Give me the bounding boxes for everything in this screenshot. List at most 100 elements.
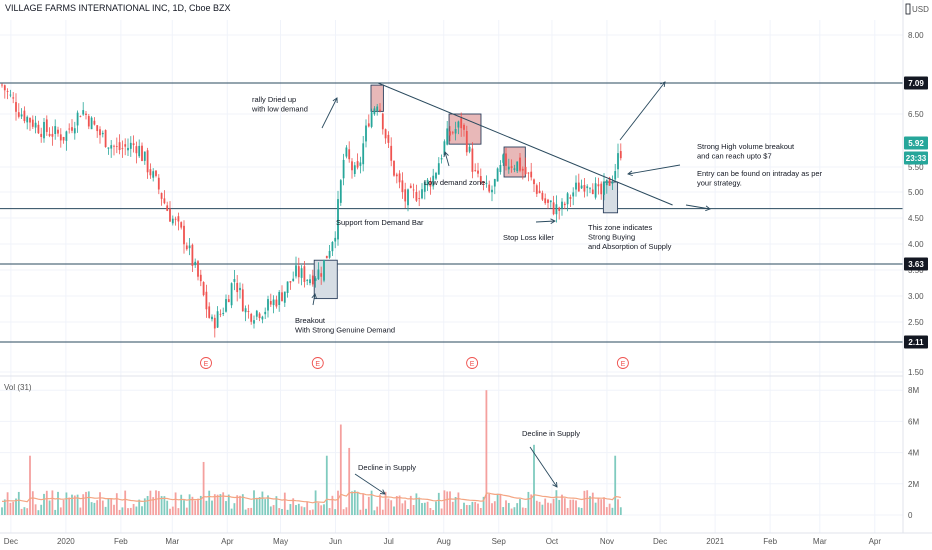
- volume-bar: [62, 499, 65, 515]
- volume-bar: [409, 495, 412, 515]
- candle-body: [264, 311, 267, 315]
- volume-bar: [328, 508, 331, 515]
- time-tick-label: Mar: [165, 537, 179, 546]
- candle-body: [23, 110, 26, 122]
- candle-body: [359, 162, 362, 166]
- time-tick-label: Jul: [384, 537, 394, 546]
- volume-bar: [93, 502, 96, 515]
- candle-body: [20, 114, 23, 117]
- time-tick-label: Feb: [114, 537, 128, 546]
- candle-body: [51, 133, 54, 137]
- candle-body: [337, 199, 339, 240]
- earnings-marker-label: E: [315, 361, 320, 368]
- volume-bar: [297, 503, 300, 515]
- volume-decline-arrow: [354, 473, 386, 495]
- candle-body: [59, 134, 62, 141]
- candle-body: [169, 209, 171, 222]
- candle-body: [521, 168, 524, 171]
- volume-bar: [460, 508, 463, 515]
- volume-bar: [524, 507, 527, 515]
- candle-body: [101, 132, 104, 135]
- candle-body: [398, 173, 401, 183]
- volume-bar: [15, 498, 17, 515]
- annotation-line: Strong Buying: [588, 233, 635, 242]
- candle-body: [449, 131, 451, 136]
- volume-bar: [446, 491, 449, 515]
- volume-bar: [12, 501, 15, 515]
- candle-body: [43, 122, 45, 139]
- candle-body: [141, 145, 143, 161]
- time-axis[interactable]: Dec 2020 Feb Mar Apr May Jun Jul Aug Sep Oct Nov Dec…: [4, 537, 882, 546]
- candle-body: [160, 193, 163, 199]
- volume-bar: [463, 502, 465, 515]
- volume-bar: [31, 491, 34, 515]
- candle-body: [519, 157, 521, 171]
- annotation-line: Breakout: [295, 316, 326, 325]
- volume-bar: [541, 504, 544, 515]
- volume-bar: [580, 507, 583, 515]
- candle-body: [353, 165, 356, 174]
- candle-body: [468, 146, 471, 152]
- candle-body: [328, 250, 331, 258]
- volume-bar: [482, 496, 485, 515]
- demand-box: [313, 259, 338, 300]
- earnings-marker: [200, 357, 212, 369]
- candle-body: [348, 149, 351, 160]
- volume-bar: [617, 499, 619, 515]
- candle-body: [149, 169, 152, 176]
- candle-body: [426, 179, 429, 186]
- candle-body: [547, 199, 549, 203]
- volume-bar: [323, 504, 325, 515]
- candle-body: [479, 176, 482, 183]
- volume-bar: [449, 491, 451, 515]
- annotation-line: Entry can be found on intraday as per: [697, 169, 823, 178]
- candle-body: [505, 153, 507, 166]
- volume-bar: [76, 494, 79, 515]
- volume-bar: [104, 506, 107, 515]
- volume-bar: [166, 500, 169, 515]
- candle-body: [418, 198, 421, 199]
- volume-bar: [510, 508, 513, 515]
- candle-body: [334, 237, 337, 242]
- time-tick-label: Jun: [329, 537, 342, 546]
- time-tick-label: Aug: [437, 537, 451, 546]
- volume-tick-label: 4M: [908, 449, 919, 458]
- candle-body: [146, 150, 149, 173]
- candle-body: [393, 160, 395, 176]
- candle-body: [367, 123, 370, 127]
- volume-bar: [535, 500, 538, 515]
- annotation-line: Low demand zone: [424, 178, 485, 187]
- volume-bar: [586, 490, 589, 515]
- candle-body: [93, 120, 96, 125]
- volume-bar: [281, 508, 283, 515]
- candle-body: [390, 145, 393, 161]
- volume-bar: [205, 500, 208, 515]
- volume-moving-average: [1, 491, 621, 504]
- lock-icon[interactable]: [905, 3, 911, 15]
- volume-bar: [429, 508, 432, 515]
- volume-bar: [79, 507, 82, 515]
- candle-body: [617, 153, 619, 170]
- candle-body: [283, 291, 286, 303]
- volume-bar: [496, 493, 499, 515]
- volume-bar: [533, 444, 535, 515]
- candle-body: [219, 313, 222, 315]
- price-axis[interactable]: 1.502.503.003.504.004.505.005.506.508.00: [908, 31, 924, 377]
- volume-bar: [65, 492, 68, 515]
- volume-bar: [143, 498, 146, 515]
- volume-bar: [356, 491, 359, 515]
- volume-bar: [183, 500, 185, 515]
- candle-body: [289, 281, 292, 283]
- volume-bar: [348, 447, 351, 515]
- volume-bar: [373, 510, 376, 515]
- volume-bar: [549, 503, 552, 515]
- price-tick-label: 4.50: [908, 214, 924, 223]
- candle-body: [79, 116, 82, 118]
- volume-bar: [213, 494, 216, 515]
- candle-body: [183, 225, 185, 245]
- candle-body: [446, 128, 449, 145]
- volume-bar: [558, 499, 561, 515]
- candle-body: [527, 172, 530, 174]
